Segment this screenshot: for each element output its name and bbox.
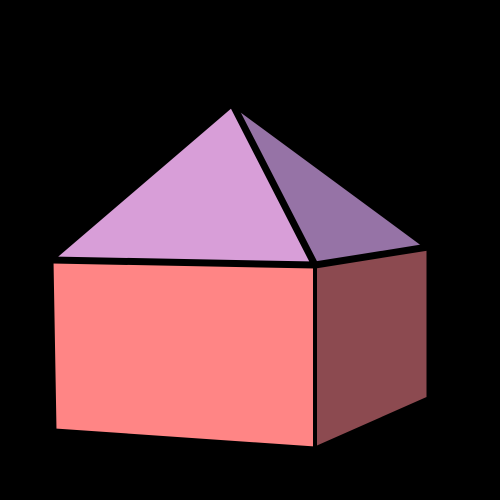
edges [48,101,432,450]
roof-side-face [233,105,423,265]
roof-ridge-edge [229,101,319,269]
cube-front-face [52,260,315,448]
cube-side-face [315,248,428,448]
roof-front-face [52,105,315,265]
